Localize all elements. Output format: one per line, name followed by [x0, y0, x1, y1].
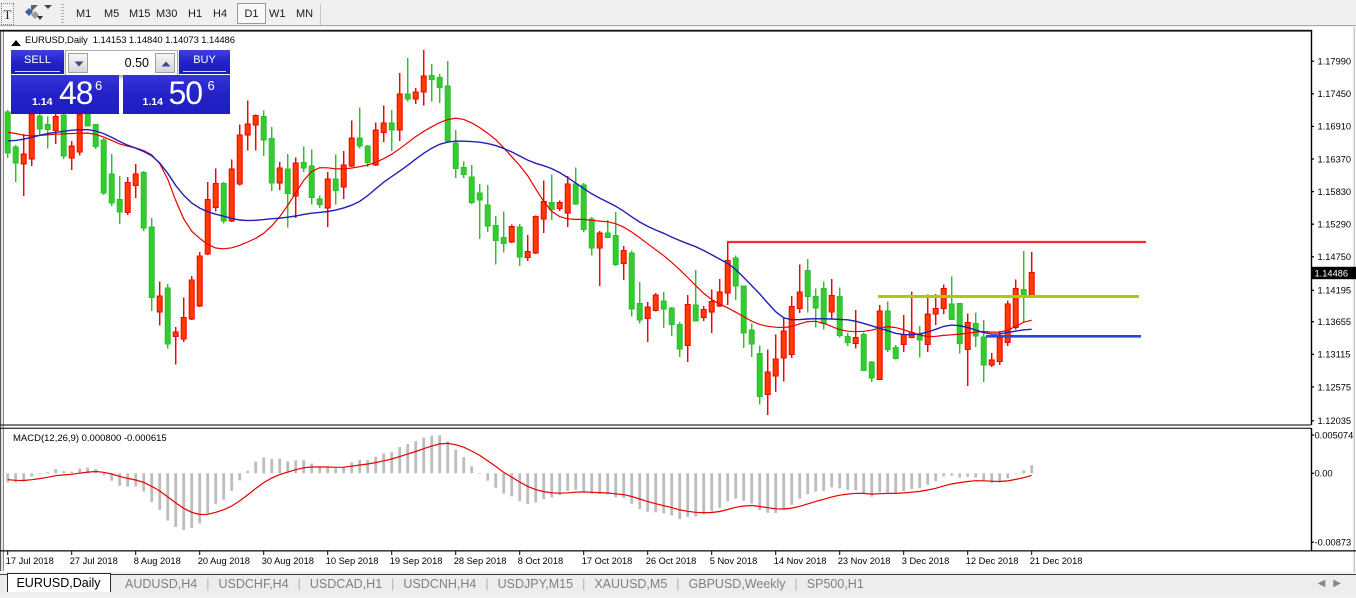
svg-text:14 Nov 2018: 14 Nov 2018 — [774, 556, 827, 566]
svg-text:3 Dec 2018: 3 Dec 2018 — [902, 556, 950, 566]
svg-text:27 Jul 2018: 27 Jul 2018 — [70, 556, 118, 566]
svg-text:1.14750: 1.14750 — [1318, 252, 1352, 262]
svg-text:1.13115: 1.13115 — [1318, 350, 1351, 360]
svg-text:19 Sep 2018: 19 Sep 2018 — [390, 556, 443, 566]
svg-text:1.17990: 1.17990 — [1318, 57, 1352, 67]
svg-text:21 Dec 2018: 21 Dec 2018 — [1030, 556, 1083, 566]
svg-text:1.15830: 1.15830 — [1318, 187, 1352, 197]
svg-text:10 Sep 2018: 10 Sep 2018 — [326, 556, 379, 566]
svg-text:-0.00873: -0.00873 — [1315, 538, 1352, 548]
svg-text:0.00: 0.00 — [1315, 469, 1333, 479]
svg-text:20 Aug 2018: 20 Aug 2018 — [198, 556, 250, 566]
svg-text:1.14486: 1.14486 — [1315, 269, 1349, 279]
svg-text:5 Nov 2018: 5 Nov 2018 — [710, 556, 758, 566]
svg-text:17 Jul 2018: 17 Jul 2018 — [6, 556, 54, 566]
svg-text:8 Aug 2018: 8 Aug 2018 — [134, 556, 181, 566]
svg-text:26 Oct 2018: 26 Oct 2018 — [646, 556, 697, 566]
svg-text:1.13655: 1.13655 — [1318, 317, 1352, 327]
svg-text:1.12575: 1.12575 — [1318, 382, 1352, 392]
svg-text:0.005074: 0.005074 — [1315, 430, 1354, 440]
svg-text:23 Nov 2018: 23 Nov 2018 — [838, 556, 891, 566]
svg-text:30 Aug 2018: 30 Aug 2018 — [262, 556, 314, 566]
svg-text:1.15290: 1.15290 — [1318, 220, 1352, 230]
svg-text:1.16370: 1.16370 — [1318, 154, 1352, 164]
svg-text:12 Dec 2018: 12 Dec 2018 — [966, 556, 1019, 566]
svg-text:28 Sep 2018: 28 Sep 2018 — [454, 556, 507, 566]
svg-text:1.16910: 1.16910 — [1318, 122, 1352, 132]
svg-text:8 Oct 2018: 8 Oct 2018 — [518, 556, 563, 566]
svg-text:17 Oct 2018: 17 Oct 2018 — [582, 556, 633, 566]
svg-text:1.12035: 1.12035 — [1318, 416, 1352, 426]
svg-text:1.14195: 1.14195 — [1318, 286, 1352, 296]
svg-text:1.17450: 1.17450 — [1318, 89, 1352, 99]
